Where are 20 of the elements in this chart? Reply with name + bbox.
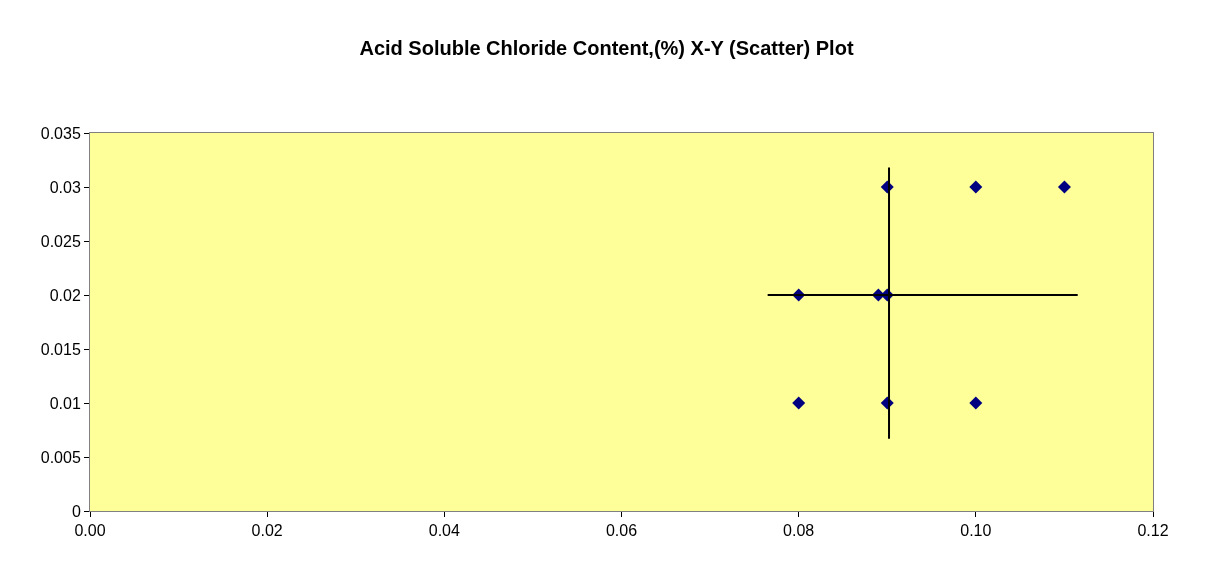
x-tick-label: 0.08 [783,522,815,540]
y-tick-label: 0.02 [49,286,81,304]
x-tick-label: 0.12 [1137,522,1169,540]
x-tick-label: 0.02 [251,522,283,540]
y-tick-label: 0.005 [40,448,81,466]
y-tick-label: 0.025 [40,232,81,250]
x-tick-label: 0.00 [74,522,106,540]
x-tick-label: 0.04 [428,522,460,540]
x-tick-label: 0.06 [605,522,638,540]
chart-title: Acid Soluble Chloride Content,(%) X-Y (Scatter) Plot [359,36,854,59]
point [792,396,806,410]
y-tick-label: 0.03 [49,178,81,196]
point [969,180,983,194]
y-tick-label: 0.035 [40,124,81,142]
y-tick-label: 0 [71,502,81,520]
y-tick-label: 0.015 [40,340,81,358]
point [1057,180,1071,194]
x-tick-label: 0.10 [960,522,992,540]
point [969,396,983,410]
y-tick-label: 0.01 [49,394,81,412]
